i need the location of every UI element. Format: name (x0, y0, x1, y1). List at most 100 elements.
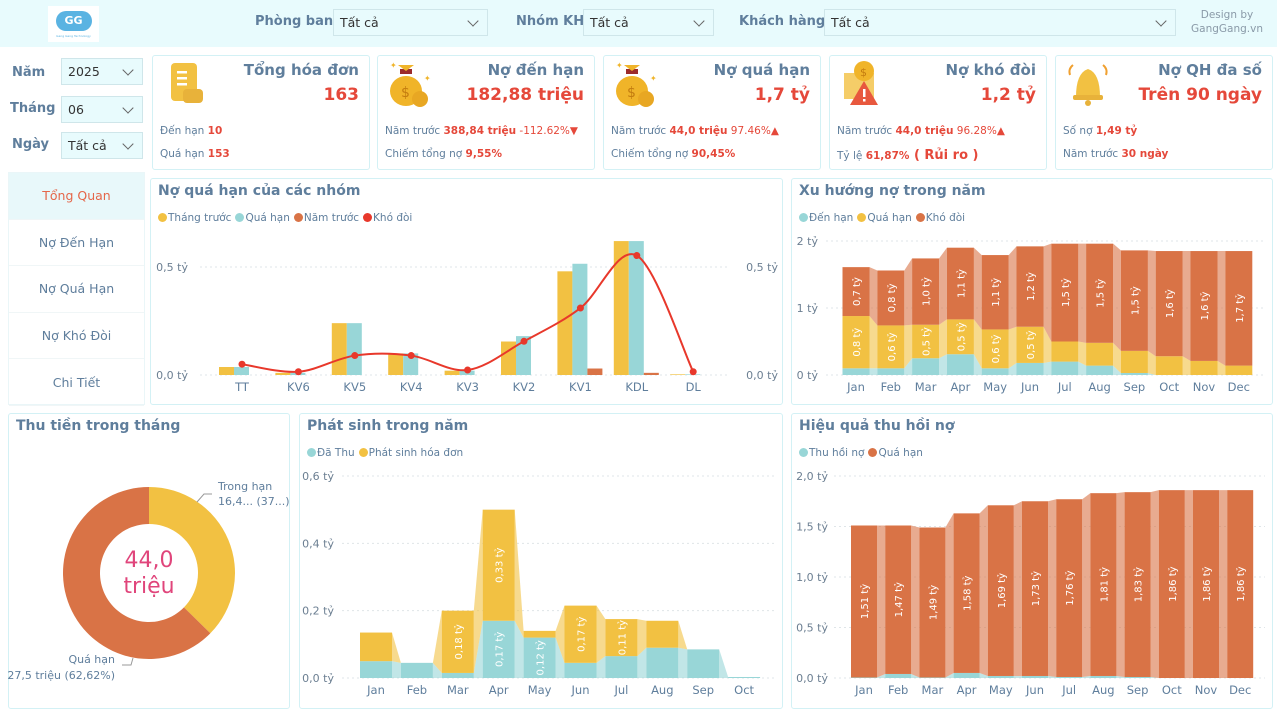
nav-item-due-debt[interactable]: Nợ Đến Hạn (9, 220, 144, 267)
kpi-detail-value: 9,55% (465, 148, 502, 160)
kpi-detail-value: 90,45% (691, 148, 736, 160)
kpi-detail-line: Năm trước 388,84 triệu -112.62%▼ (385, 125, 578, 137)
kpi-card: $ Nợ khó đòi 1,2 tỷ Năm trước 44,0 triệu … (829, 55, 1047, 170)
kpi-risk-badge: ( Rủi ro ) (909, 148, 979, 163)
design-credit-line2: GangGang.vn (1191, 23, 1263, 35)
nav-item-overview[interactable]: Tổng Quan (9, 173, 144, 220)
legend-item[interactable]: Quá hạn (868, 447, 923, 459)
kpi-detail-label: Năm trước (1063, 148, 1122, 160)
legend-label: Đến hạn (809, 212, 854, 224)
coin-warning-icon: $ (838, 59, 886, 109)
kpi-title: Nợ khó đòi (945, 61, 1036, 79)
kpi-detail-label: Số nợ (1063, 125, 1096, 137)
chart-legend: Tháng trước Quá hạn Năm trước Khó đòi (158, 212, 412, 224)
nav-item-overdue-debt[interactable]: Nợ Quá Hạn (9, 266, 144, 313)
year-label: Năm (12, 65, 46, 80)
kpi-title: Nợ quá hạn (713, 61, 810, 79)
department-value: Tất cả (340, 15, 379, 30)
kpi-value: 182,88 triệu (466, 85, 585, 105)
day-label: Ngày (12, 137, 50, 152)
logo-subtitle: Gang Gang Technology (56, 33, 91, 38)
kpi-detail-value: 1,49 tỷ (1095, 125, 1138, 137)
kpi-detail-value: 61,87% (865, 150, 910, 162)
kpi-detail-line: Đến hạn 10 (160, 125, 222, 137)
legend-item[interactable]: Thu hồi nợ (799, 447, 864, 459)
chart-title: Xu hướng nợ trong năm (799, 183, 986, 199)
chart-title: Thu tiền trong tháng (16, 418, 181, 434)
legend-item[interactable]: Khó đòi (915, 212, 965, 224)
legend-item[interactable]: Đến hạn (799, 212, 853, 224)
day-value: Tất cả (68, 138, 107, 153)
svg-text:$: $ (860, 66, 867, 79)
kpi-title: Tổng hóa đơn (243, 61, 359, 79)
legend-dot-icon (915, 213, 925, 222)
kpi-detail-label: Chiếm tổng nợ (611, 148, 692, 160)
chart-title: Phát sinh trong năm (307, 418, 469, 434)
design-credit-line1: Design by (1200, 9, 1254, 21)
customer-select[interactable]: Tất cả (824, 9, 1176, 36)
legend-dot-icon (307, 448, 316, 457)
legend-label: Tháng trước (168, 212, 232, 224)
scroll-icon (161, 59, 209, 109)
legend-label: Đã Thu (317, 447, 355, 459)
kpi-change: 96.28%▲ (953, 125, 1005, 137)
legend-item[interactable]: Phát sinh hóa đơn (358, 447, 463, 459)
kpi-value: 1,7 tỷ (754, 85, 810, 105)
legend-item[interactable]: Quá hạn (857, 212, 912, 224)
nav-item-detail[interactable]: Chi Tiết (9, 359, 144, 406)
kpi-change: 97.46%▲ (727, 125, 779, 137)
legend-dot-icon (158, 213, 167, 222)
chevron-down-icon (122, 101, 134, 114)
legend-dot-icon (799, 448, 808, 457)
monthly-collection-panel: Thu tiền trong tháng (8, 413, 290, 709)
svg-text:✦: ✦ (616, 61, 623, 70)
chevron-down-icon (122, 137, 134, 150)
year-select[interactable]: 2025 (61, 58, 143, 85)
kpi-value: 1,2 tỷ (980, 85, 1036, 105)
kpi-detail-label: Năm trước (837, 125, 896, 137)
design-credit: Design by GangGang.vn (1191, 8, 1263, 36)
legend-dot-icon (363, 213, 373, 222)
kpi-card: $ ✦ ✦ Nợ quá hạn 1,7 tỷ Năm trước 44,0 triệ… (603, 55, 821, 170)
legend-item[interactable]: Đã Thu (307, 447, 355, 459)
nav-item-bad-debt[interactable]: Nợ Khó Đòi (9, 313, 144, 360)
chevron-down-icon (467, 14, 479, 27)
month-label: Tháng (10, 101, 56, 116)
chevron-down-icon (693, 14, 705, 27)
kpi-title: Nợ QH đa số (1158, 61, 1262, 79)
kpi-detail-value: 44,0 triệu (669, 125, 728, 137)
legend-item[interactable]: Năm trước (293, 212, 359, 224)
chart-legend: Đã Thu Phát sinh hóa đơn (307, 447, 463, 459)
kpi-card: $ ✦ ✦ Nợ đến hạn 182,88 triệu Năm trước 388… (377, 55, 595, 170)
recovery-efficiency-chart-panel: Hiệu quả thu hồi nợ Thu hồi nợ Quá hạn (791, 413, 1273, 709)
customer-label: Khách hàng (739, 14, 826, 29)
legend-item[interactable]: Khó đòi (363, 212, 412, 224)
chevron-down-icon (1155, 14, 1167, 27)
debt-trend-chart-panel: Xu hướng nợ trong năm Đến hạn Quá hạn Khó … (791, 178, 1273, 405)
kpi-detail-label: Quá hạn (160, 148, 208, 160)
kpi-detail-line: Tỷ lệ 61,87% ( Rủi ro ) (837, 148, 978, 163)
kpi-card: Nợ QH đa số Trên 90 ngày Số nợ 1,49 tỷ Năm… (1055, 55, 1273, 170)
kpi-detail-value: 153 (207, 148, 230, 160)
kpi-value: 163 (323, 85, 360, 105)
month-select[interactable]: 06 (61, 96, 143, 123)
year-value: 2025 (68, 64, 100, 79)
legend-label: Khó đòi (373, 212, 413, 224)
chart-legend: Đến hạn Quá hạn Khó đòi (799, 212, 965, 224)
month-value: 06 (68, 102, 84, 117)
kpi-detail-line: Năm trước 44,0 triệu 96.28%▲ (837, 125, 1005, 137)
legend-dot-icon (857, 213, 867, 222)
legend-item[interactable]: Quá hạn (235, 212, 290, 224)
money-bag-icon: $ ✦ ✦ (386, 59, 434, 109)
day-select[interactable]: Tất cả (61, 132, 143, 159)
chart-title: Hiệu quả thu hồi nợ (799, 418, 955, 434)
svg-text:$: $ (401, 85, 410, 101)
kpi-change: -112.62%▼ (516, 125, 578, 137)
customer-group-select[interactable]: Tất cả (583, 9, 714, 36)
legend-item[interactable]: Tháng trước (158, 212, 231, 224)
kpi-detail-label: Năm trước (611, 125, 670, 137)
department-select[interactable]: Tất cả (333, 9, 488, 36)
kpi-detail-line: Năm trước 44,0 triệu 97.46%▲ (611, 125, 779, 137)
kpi-detail-label: Năm trước (385, 125, 444, 137)
legend-dot-icon (799, 213, 808, 222)
